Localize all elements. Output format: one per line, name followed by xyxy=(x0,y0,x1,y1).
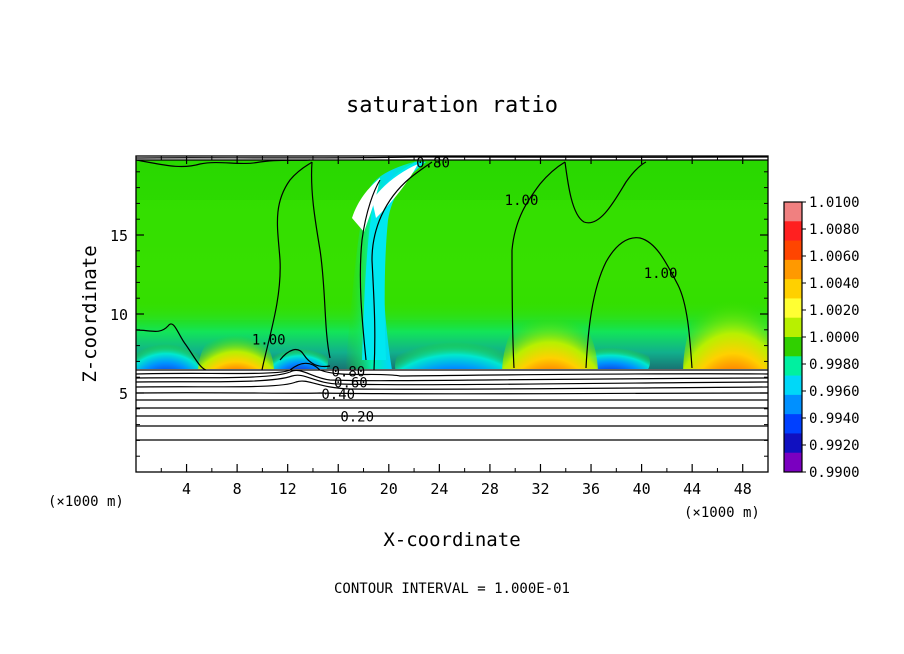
plume-clear-patch xyxy=(352,178,380,232)
y-tick-label: 5 xyxy=(119,385,128,403)
y-tick-label: 15 xyxy=(110,227,128,245)
colorbar-swatch xyxy=(784,414,802,434)
plume-clear-patch xyxy=(372,164,418,218)
colorbar-swatch xyxy=(784,298,802,319)
colorbar-swatch xyxy=(784,279,802,299)
colorbar-level-label: 0.9940 xyxy=(809,411,860,427)
colorbar-level-label: 1.0060 xyxy=(809,249,860,265)
colorbar-swatch xyxy=(784,337,802,357)
colorbar-level-label: 1.0040 xyxy=(809,276,860,292)
contour-line xyxy=(136,323,207,371)
colorbar-swatch xyxy=(784,375,802,396)
contour-label: 0.80 xyxy=(416,155,450,171)
colorbar-level-label: 1.0100 xyxy=(809,195,860,211)
contour-label: 1.00 xyxy=(644,266,678,282)
contour-line xyxy=(136,362,768,377)
contour-label: 0.40 xyxy=(321,387,355,403)
contour-line xyxy=(511,161,566,369)
colorbar-swatch xyxy=(784,394,802,415)
colorbar-level-label: 0.9960 xyxy=(809,384,860,400)
colorbar-swatch xyxy=(784,259,802,280)
saturation-field xyxy=(136,156,768,472)
contour-line xyxy=(371,161,433,371)
colorbar-level-label: 0.9920 xyxy=(809,438,860,454)
contour-line xyxy=(585,237,693,369)
y-tick-label: 10 xyxy=(110,306,128,324)
x-unit-label: (×1000 m) xyxy=(684,505,760,521)
contour-line xyxy=(359,179,381,361)
x-tick-label: 20 xyxy=(380,480,398,498)
x-tick-label: 32 xyxy=(531,480,549,498)
x-tick-label: 28 xyxy=(481,480,499,498)
x-tick-label: 24 xyxy=(430,480,448,498)
x-tick-label: 8 xyxy=(233,480,242,498)
colorbar-level-label: 1.0080 xyxy=(809,222,860,238)
top-band xyxy=(136,156,768,160)
colorbar-level-label: 0.9980 xyxy=(809,357,860,373)
x-tick-label: 16 xyxy=(329,480,347,498)
y-axis-ticks: 5 10 15 xyxy=(110,171,768,457)
colorbar-level-label: 1.0000 xyxy=(809,330,860,346)
colorbar-level-label: 1.0020 xyxy=(809,303,860,319)
x-tick-label: 12 xyxy=(279,480,297,498)
contour-line xyxy=(261,161,313,371)
x-tick-label: 4 xyxy=(182,480,191,498)
contour-label: 0.60 xyxy=(334,376,368,392)
x-tick-label: 44 xyxy=(683,480,701,498)
contour-line xyxy=(136,380,768,390)
colorbar-swatch xyxy=(784,240,802,261)
chart-title: saturation ratio xyxy=(346,93,558,118)
z-unit-label: (×1000 m) xyxy=(48,494,124,510)
colorbar-swatch xyxy=(784,433,802,454)
contour-line xyxy=(279,348,331,368)
contour-lines xyxy=(136,156,768,441)
contour-line xyxy=(136,369,768,382)
x-axis-label: X-coordinate xyxy=(383,529,520,551)
y-axis-label: Z-coordinate xyxy=(79,245,101,382)
colorbar-swatch xyxy=(784,202,802,222)
contour-interval-note: CONTOUR INTERVAL = 1.000E-01 xyxy=(334,581,570,597)
colorbar-swatch xyxy=(784,356,802,377)
contour-line xyxy=(136,392,768,395)
contour-labels: 0.801.001.001.000.800.600.400.20 xyxy=(252,155,678,426)
contour-label: 0.20 xyxy=(340,410,374,426)
contour-line xyxy=(564,161,647,224)
colorbar-swatch xyxy=(784,221,802,242)
contour-line xyxy=(136,407,768,409)
contour-line xyxy=(310,161,331,359)
colorbar-level-label: 0.9900 xyxy=(809,465,860,481)
colorbar-swatch xyxy=(784,452,802,473)
x-axis-ticks: 4 8 12 16 20 24 28 32 36 40 44 48 xyxy=(160,156,752,498)
contour-line xyxy=(136,374,768,386)
contour-label: 0.80 xyxy=(331,365,365,381)
colorbar: 1.0100 1.0080 1.0060 1.0040 1.0020 1.0000 0.99… xyxy=(783,195,860,481)
contour-line xyxy=(136,415,768,417)
contour-label: 1.00 xyxy=(505,193,539,209)
x-tick-label: 36 xyxy=(582,480,600,498)
x-tick-label: 48 xyxy=(734,480,752,498)
colorbar-swatch xyxy=(784,317,802,338)
x-tick-label: 40 xyxy=(633,480,651,498)
contour-label: 1.00 xyxy=(252,332,286,348)
